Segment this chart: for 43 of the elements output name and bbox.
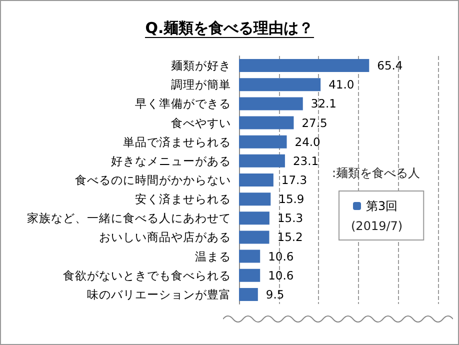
data-label: 15.2 <box>277 230 303 244</box>
y-tick-label: 食べやすい <box>171 116 231 130</box>
bar <box>239 230 270 244</box>
data-label: 27.5 <box>302 116 328 130</box>
y-tick-label: 調理が簡単 <box>171 78 231 92</box>
y-tick-label: 温まる <box>195 249 231 264</box>
legend-label: 第3回 <box>366 199 398 213</box>
data-label: 65.4 <box>377 58 403 73</box>
bar <box>239 59 370 72</box>
bar <box>239 192 271 206</box>
bar <box>239 212 270 225</box>
data-label: 17.3 <box>281 173 308 187</box>
bar <box>239 116 294 130</box>
y-tick-label: 好きなメニューがある <box>111 154 231 168</box>
bar <box>239 135 287 148</box>
y-tick-label: 安く済ませられる <box>135 192 231 206</box>
data-label: 41.0 <box>328 78 354 92</box>
bar <box>239 250 260 263</box>
data-label: 10.6 <box>268 249 294 264</box>
data-label: 15.3 <box>277 211 304 226</box>
annotation: :麺類を食べる人 <box>332 165 420 182</box>
data-label: 32.1 <box>310 96 336 111</box>
y-tick-label: 食欲がないときでも食べられる <box>63 268 231 282</box>
y-tick-label: 食べるのに時間がかからない <box>75 173 231 187</box>
y-tick-label: 麺類が好き <box>171 58 231 73</box>
data-label: 10.6 <box>268 268 294 282</box>
data-label: 24.0 <box>294 134 320 149</box>
chart-title: Q.麺類を食べる理由は？ <box>145 19 314 38</box>
data-label: 23.1 <box>292 154 319 168</box>
data-label: 15.9 <box>278 192 304 206</box>
bar <box>239 97 303 110</box>
y-tick-label: 味のバリエーションが豊富 <box>87 287 231 302</box>
bar <box>239 288 258 301</box>
bar <box>239 174 274 186</box>
bar <box>239 268 260 282</box>
data-label: 9.5 <box>266 287 284 302</box>
bar <box>239 78 321 92</box>
bar <box>239 154 285 168</box>
y-tick-label: おいしい商品や店がある <box>99 230 231 244</box>
y-tick-label: 単品で済ませられる <box>123 134 231 149</box>
y-tick-label: 家族など、一緒に食べる人にあわせて <box>27 211 231 226</box>
y-tick-label: 早く準備ができる <box>135 96 231 111</box>
annotation: (2019/7) <box>351 219 403 233</box>
